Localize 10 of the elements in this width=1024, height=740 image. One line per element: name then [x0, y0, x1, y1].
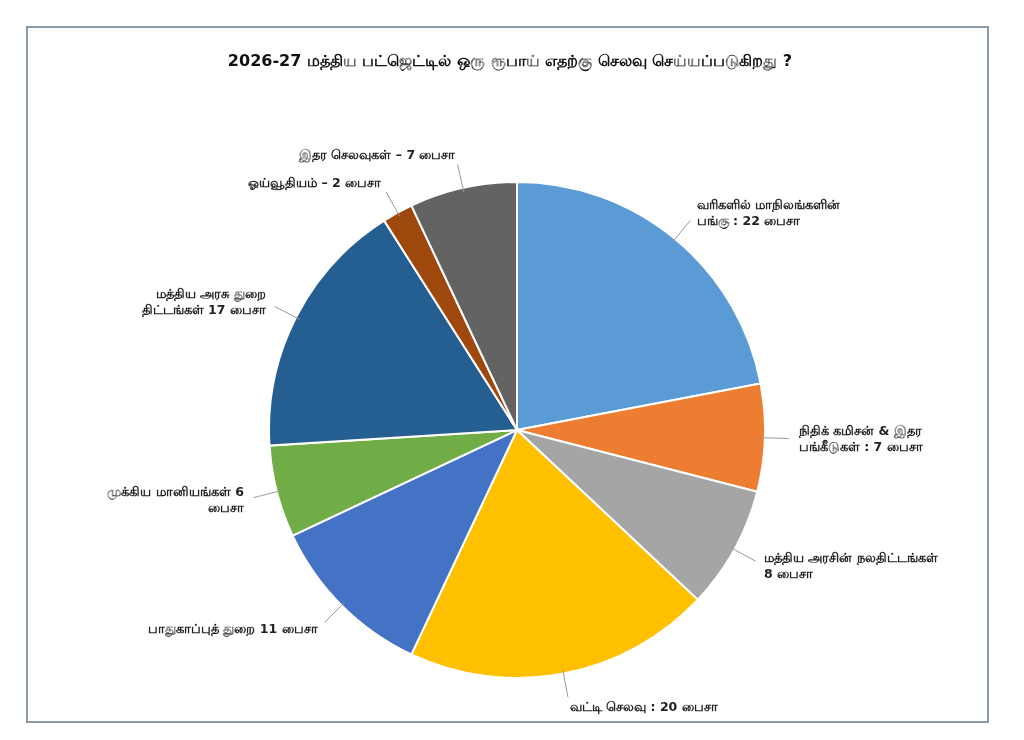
slice-label: நிதிக் கமிசன் & இதர பங்கீடுகள் : 7 பைசா — [797, 422, 923, 454]
slice-label: முக்கிய மானியங்கள் 6 பைசா — [107, 484, 245, 516]
chart-title: 2026-27 மத்திய பட்ஜெட்டில் ஒரு ரூபாய் எதற்கு செலவு செய்யப்படுகிறது ? — [227, 51, 793, 72]
slice-label: இதர செலவுகள் – 7 பைசா — [298, 146, 456, 163]
slice-label: மத்திய அரசின் நலதிட்டங்கள் 8 பைசா — [764, 549, 938, 581]
slice-label: வரிகளில் மாநிலங்களின் பங்கு : 22 பைசா — [696, 196, 841, 229]
slice-label: ஓய்வூதியம் – 2 பைசா — [248, 174, 382, 191]
slice-label: பாதுகாப்புத் துறை 11 பைசா — [148, 621, 318, 638]
slice-label: வட்டி செலவு : 20 பைசா — [569, 699, 718, 716]
slice-label: மத்திய அரசு துறை திட்டங்கள் 17 பைசா — [141, 285, 266, 318]
